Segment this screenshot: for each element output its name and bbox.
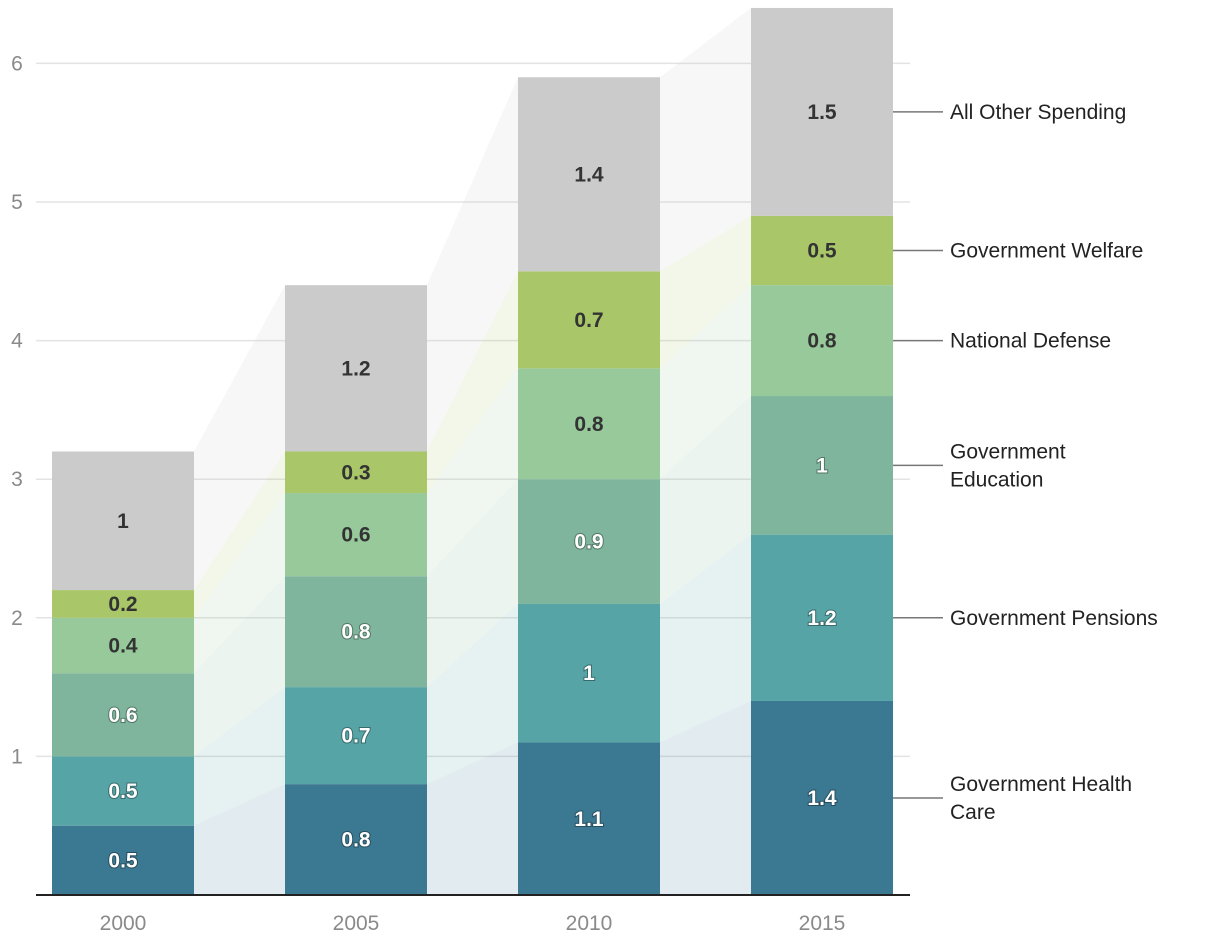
value-label: 1: [583, 662, 595, 685]
bar-government-health-care-2000: [52, 825, 194, 895]
value-label: 0.5: [108, 780, 138, 803]
x-tick-label: 2005: [333, 912, 380, 935]
connector-government-education: [194, 576, 285, 757]
bar-government-welfare-2005: [285, 451, 427, 494]
value-label: 0.8: [807, 330, 837, 353]
bar-government-health-care-2010: [518, 742, 660, 895]
value-label: 1.5: [807, 101, 837, 124]
bar-government-pensions-2010: [518, 603, 660, 743]
legend-label-government-health-care: Government Health: [950, 773, 1132, 796]
x-tick-label: 2015: [799, 912, 846, 935]
connector-all-other-spending: [427, 77, 518, 452]
value-label: 0.2: [108, 593, 137, 616]
value-label: 0.6: [108, 704, 137, 727]
value-label: 0.7: [574, 309, 603, 332]
y-tick-label: 2: [11, 607, 23, 630]
legend-label-all-other-spending: All Other Spending: [950, 101, 1126, 124]
value-label: 0.8: [341, 829, 371, 852]
connector-national-defense: [194, 493, 285, 674]
bar-all-other-spending-2000: [52, 451, 194, 591]
connector-government-health-care: [427, 742, 518, 895]
x-tick-label: 2000: [100, 912, 147, 935]
y-tick-label: 5: [11, 191, 23, 214]
value-label: 1.4: [807, 787, 837, 810]
y-tick-label: 4: [11, 330, 23, 353]
axes: 2000 2005 2010 2015: [36, 894, 910, 935]
connector-national-defense: [427, 368, 518, 577]
value-label: 1.1: [574, 808, 604, 831]
connector-government-welfare: [660, 215, 751, 369]
bar-government-pensions-2000: [52, 756, 194, 826]
value-label: 0.8: [574, 413, 604, 436]
legend-label-national-defense: National Defense: [950, 330, 1111, 353]
bar-government-health-care-2015: [751, 700, 893, 895]
bar-government-welfare-2010: [518, 271, 660, 369]
bar-government-pensions-2005: [285, 687, 427, 785]
value-label: 0.5: [108, 849, 138, 872]
y-tick-label: 3: [11, 468, 23, 491]
legend-label-government-pensions: Government Pensions: [950, 607, 1158, 630]
value-label: 0.6: [341, 524, 370, 547]
value-label: 0.3: [341, 461, 370, 484]
bar-government-health-care-2005: [285, 784, 427, 895]
legend-label-government-welfare: Government Welfare: [950, 240, 1143, 263]
value-labels: 0.5 0.8 1.1 1.4 0.5 0.7 1 1.2 0.6 0.8 0.9 1 0.4 0.6 0.…: [107, 101, 838, 873]
value-label: 1: [117, 510, 129, 533]
bar-all-other-spending-2010: [518, 77, 660, 272]
value-label: 0.7: [341, 725, 370, 748]
connector-all-other-spending: [660, 7, 751, 272]
bar-government-welfare-2000: [52, 590, 194, 618]
bar-national-defense-2010: [518, 368, 660, 480]
bar-government-pensions-2015: [751, 534, 893, 701]
value-label: 1.2: [807, 607, 836, 630]
bar-government-education-2015: [751, 396, 893, 535]
connector-bands: [194, 7, 751, 895]
legend-label-government-education: Education: [950, 468, 1043, 491]
bar-government-education-2010: [518, 479, 660, 604]
legend: Government Health Care Government Pensions…: [893, 101, 1158, 824]
bar-all-other-spending-2005: [285, 285, 427, 452]
value-label: 0.8: [341, 621, 371, 644]
connector-government-welfare: [194, 451, 285, 618]
value-label: 0.9: [574, 531, 603, 554]
bar-government-education-2005: [285, 576, 427, 688]
connector-government-welfare: [427, 271, 518, 494]
connector-government-education: [660, 396, 751, 604]
value-label: 0.4: [108, 635, 138, 658]
value-label: 0.5: [807, 240, 837, 263]
value-label: 1: [816, 454, 828, 477]
bar-national-defense-2000: [52, 617, 194, 674]
connector-government-health-care: [194, 784, 285, 895]
bar-all-other-spending-2015: [751, 7, 893, 216]
bar-government-welfare-2015: [751, 215, 893, 286]
value-label: 1.2: [341, 357, 370, 380]
bar-segments: [52, 7, 893, 895]
connector-government-education: [427, 479, 518, 688]
bar-government-education-2000: [52, 673, 194, 757]
connector-all-other-spending: [194, 285, 285, 591]
legend-label-government-health-care: Care: [950, 801, 996, 824]
y-tick-label: 6: [11, 52, 23, 75]
y-tick-label: 1: [11, 745, 23, 768]
connector-government-pensions: [660, 534, 751, 743]
value-label: 1.4: [574, 163, 604, 186]
connector-national-defense: [660, 285, 751, 480]
connector-government-health-care: [660, 700, 751, 895]
x-tick-label: 2010: [566, 912, 613, 935]
connector-government-pensions: [427, 603, 518, 785]
legend-label-government-education: Government: [950, 440, 1066, 463]
connector-government-pensions: [194, 687, 285, 826]
bar-national-defense-2015: [751, 285, 893, 397]
bar-national-defense-2005: [285, 493, 427, 577]
